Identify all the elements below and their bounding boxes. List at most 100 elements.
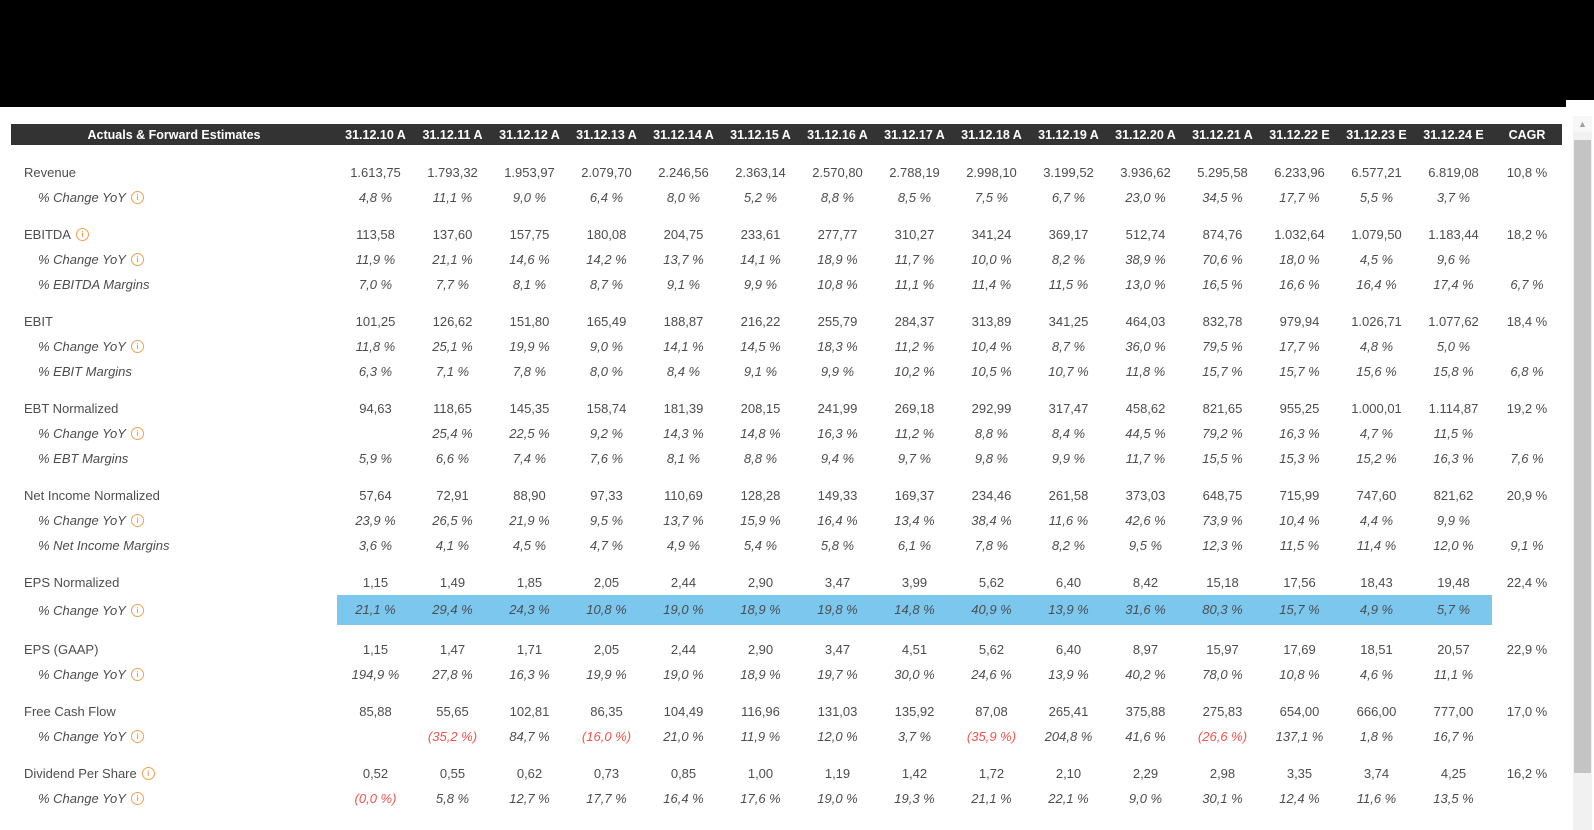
data-cell: 19,0 %: [817, 791, 858, 806]
data-cell: 14,6 %: [509, 252, 550, 267]
data-cell: 208,15: [740, 401, 781, 416]
data-cell: 1,85: [516, 575, 543, 590]
table-row: Dividend Per Share i 0,52 0,55 0,62 0,73 0,85 1…: [11, 761, 1562, 786]
data-cell: 12,0 %: [1433, 538, 1474, 553]
data-cell: 654,00: [1279, 704, 1320, 719]
data-cell: 458,62: [1125, 401, 1166, 416]
cagr-cell: 7,6 %: [1510, 451, 1544, 466]
data-cell: 23,9 %: [355, 513, 396, 528]
data-cell: 25,1 %: [432, 339, 473, 354]
data-cell: 8,42: [1132, 575, 1159, 590]
info-icon[interactable]: i: [130, 340, 144, 353]
info-icon[interactable]: i: [130, 514, 144, 527]
data-cell: 18,43: [1360, 575, 1393, 590]
info-icon[interactable]: i: [130, 427, 144, 440]
info-icon[interactable]: i: [130, 603, 144, 617]
data-cell: 2,98: [1209, 766, 1236, 781]
data-cell: 16,3 %: [1279, 426, 1320, 441]
data-cell: 18,9 %: [722, 595, 799, 625]
data-cell: 0,52: [362, 766, 389, 781]
row-label: EPS Normalized: [11, 575, 337, 590]
data-cell: 80,3 %: [1184, 595, 1261, 625]
data-cell: 2,10: [1055, 766, 1082, 781]
row-label: EBIT: [11, 314, 337, 329]
data-cell: 1.114,87: [1428, 401, 1479, 416]
data-cell: 149,33: [817, 488, 858, 503]
scrollbar-up-arrow-icon[interactable]: ▲: [1573, 116, 1592, 132]
data-cell: 4,1 %: [435, 538, 470, 553]
data-cell: 6.233,96: [1274, 165, 1325, 180]
cagr-cell: 20,9 %: [1506, 488, 1548, 503]
column-header: 31.12.10 A: [345, 127, 406, 142]
data-cell: 7,8 %: [974, 538, 1009, 553]
data-cell: 11,8 %: [1125, 364, 1166, 379]
data-cell: 7,1 %: [435, 364, 470, 379]
data-cell: 4,25: [1440, 766, 1467, 781]
info-icon[interactable]: i: [130, 792, 144, 805]
data-cell: 3,99: [901, 575, 928, 590]
data-cell: 4,6 %: [1359, 667, 1394, 682]
data-cell: 11,6 %: [1356, 791, 1397, 806]
data-cell: 4,7 %: [589, 538, 624, 553]
data-cell: 3,74: [1363, 766, 1390, 781]
data-cell: 4,8 %: [358, 190, 393, 205]
info-icon[interactable]: i: [141, 767, 155, 780]
data-cell: 16,5 %: [1202, 277, 1243, 292]
row-label: % Change YoY i: [11, 513, 337, 528]
data-cell: 14,1 %: [663, 339, 704, 354]
data-cell: 7,4 %: [512, 451, 547, 466]
data-cell: 1.079,50: [1351, 227, 1402, 242]
data-cell: 8,0 %: [589, 364, 624, 379]
column-header: 31.12.16 A: [807, 127, 868, 142]
data-cell: 4,7 %: [1359, 426, 1394, 441]
data-cell: (26,6 %): [1197, 729, 1248, 744]
data-cell: 94,63: [359, 401, 392, 416]
data-cell: 5.295,58: [1197, 165, 1248, 180]
data-cell: 317,47: [1048, 401, 1089, 416]
financials-table: Actuals & Forward Estimates 31.12.10 A 31…: [11, 124, 1562, 811]
cagr-cell: 22,4 %: [1506, 575, 1548, 590]
data-cell: 2,05: [593, 642, 620, 657]
info-icon[interactable]: i: [130, 730, 144, 743]
info-icon[interactable]: i: [75, 228, 89, 241]
data-cell: 12,4 %: [1279, 791, 1320, 806]
data-cell: 15,18: [1206, 575, 1239, 590]
cagr-cell: 18,4 %: [1506, 314, 1548, 329]
data-cell: 4,51: [901, 642, 928, 657]
scrollbar-thumb[interactable]: [1574, 140, 1591, 773]
data-cell: 8,8 %: [820, 190, 855, 205]
data-cell: 14,8 %: [740, 426, 781, 441]
table-row: % Change YoY i 194,9 % 27,8 % 16,3 % 19,9 % 19…: [11, 662, 1562, 687]
column-header: 31.12.12 A: [499, 127, 560, 142]
data-cell: 86,35: [590, 704, 623, 719]
data-cell: 3.936,62: [1120, 165, 1171, 180]
data-cell: 158,74: [586, 401, 627, 416]
data-cell: 7,0 %: [358, 277, 393, 292]
row-label-text: Dividend Per Share: [24, 766, 137, 781]
data-cell: 4,9 %: [1338, 595, 1415, 625]
data-cell: 11,8 %: [355, 339, 396, 354]
data-cell: 0,62: [516, 766, 543, 781]
data-cell: 18,51: [1360, 642, 1393, 657]
data-cell: 13,9 %: [1030, 595, 1107, 625]
data-cell: 284,37: [894, 314, 935, 329]
row-label: % EBT Margins: [11, 451, 337, 466]
row-label-text: % EBIT Margins: [38, 364, 132, 379]
data-cell: 194,9 %: [351, 667, 400, 682]
info-icon[interactable]: i: [130, 253, 144, 266]
data-cell: 151,80: [509, 314, 550, 329]
data-cell: 21,1 %: [971, 791, 1012, 806]
row-label: Net Income Normalized: [11, 488, 337, 503]
vertical-scrollbar[interactable]: ▲: [1573, 116, 1592, 830]
data-cell: 2,44: [670, 642, 697, 657]
info-icon[interactable]: i: [130, 668, 144, 681]
row-label: % Change YoY i: [11, 252, 337, 267]
data-cell: 2.570,80: [812, 165, 863, 180]
info-icon[interactable]: i: [130, 191, 144, 204]
data-cell: 9,4 %: [820, 451, 855, 466]
data-cell: 6,1 %: [897, 538, 932, 553]
data-cell: 21,1 %: [337, 595, 414, 625]
data-cell: 3,7 %: [897, 729, 932, 744]
data-cell: 9,0 %: [512, 190, 547, 205]
data-cell: (35,2 %): [427, 729, 478, 744]
